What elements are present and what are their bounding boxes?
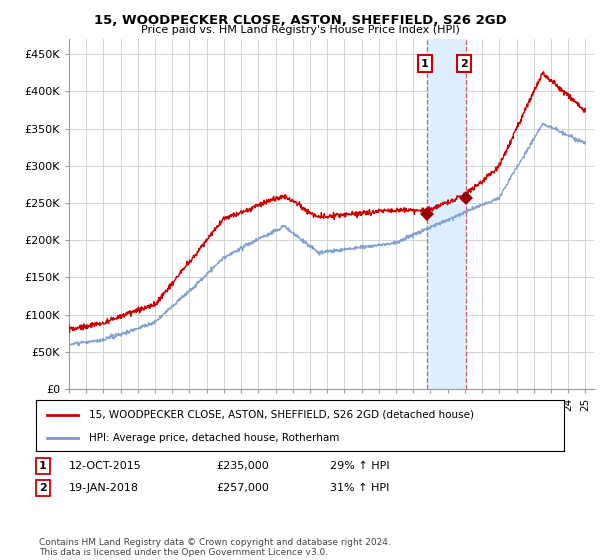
Text: 15, WOODPECKER CLOSE, ASTON, SHEFFIELD, S26 2GD: 15, WOODPECKER CLOSE, ASTON, SHEFFIELD, …: [94, 14, 506, 27]
Text: Price paid vs. HM Land Registry's House Price Index (HPI): Price paid vs. HM Land Registry's House …: [140, 25, 460, 35]
Text: 2: 2: [39, 483, 47, 493]
Bar: [427, 39, 466, 389]
Text: 1: 1: [39, 461, 47, 471]
Text: 15, WOODPECKER CLOSE, ASTON, SHEFFIELD, S26 2GD (detached house): 15, WOODPECKER CLOSE, ASTON, SHEFFIELD, …: [89, 409, 474, 419]
Text: 1: 1: [421, 59, 429, 69]
Text: 31% ↑ HPI: 31% ↑ HPI: [330, 483, 389, 493]
Text: 19-JAN-2018: 19-JAN-2018: [69, 483, 139, 493]
Text: 2: 2: [460, 59, 468, 69]
Text: 12-OCT-2015: 12-OCT-2015: [69, 461, 142, 471]
Text: Contains HM Land Registry data © Crown copyright and database right 2024.
This d: Contains HM Land Registry data © Crown c…: [39, 538, 391, 557]
Text: HPI: Average price, detached house, Rotherham: HPI: Average price, detached house, Roth…: [89, 433, 339, 443]
Text: £235,000: £235,000: [216, 461, 269, 471]
Text: 29% ↑ HPI: 29% ↑ HPI: [330, 461, 389, 471]
Text: £257,000: £257,000: [216, 483, 269, 493]
